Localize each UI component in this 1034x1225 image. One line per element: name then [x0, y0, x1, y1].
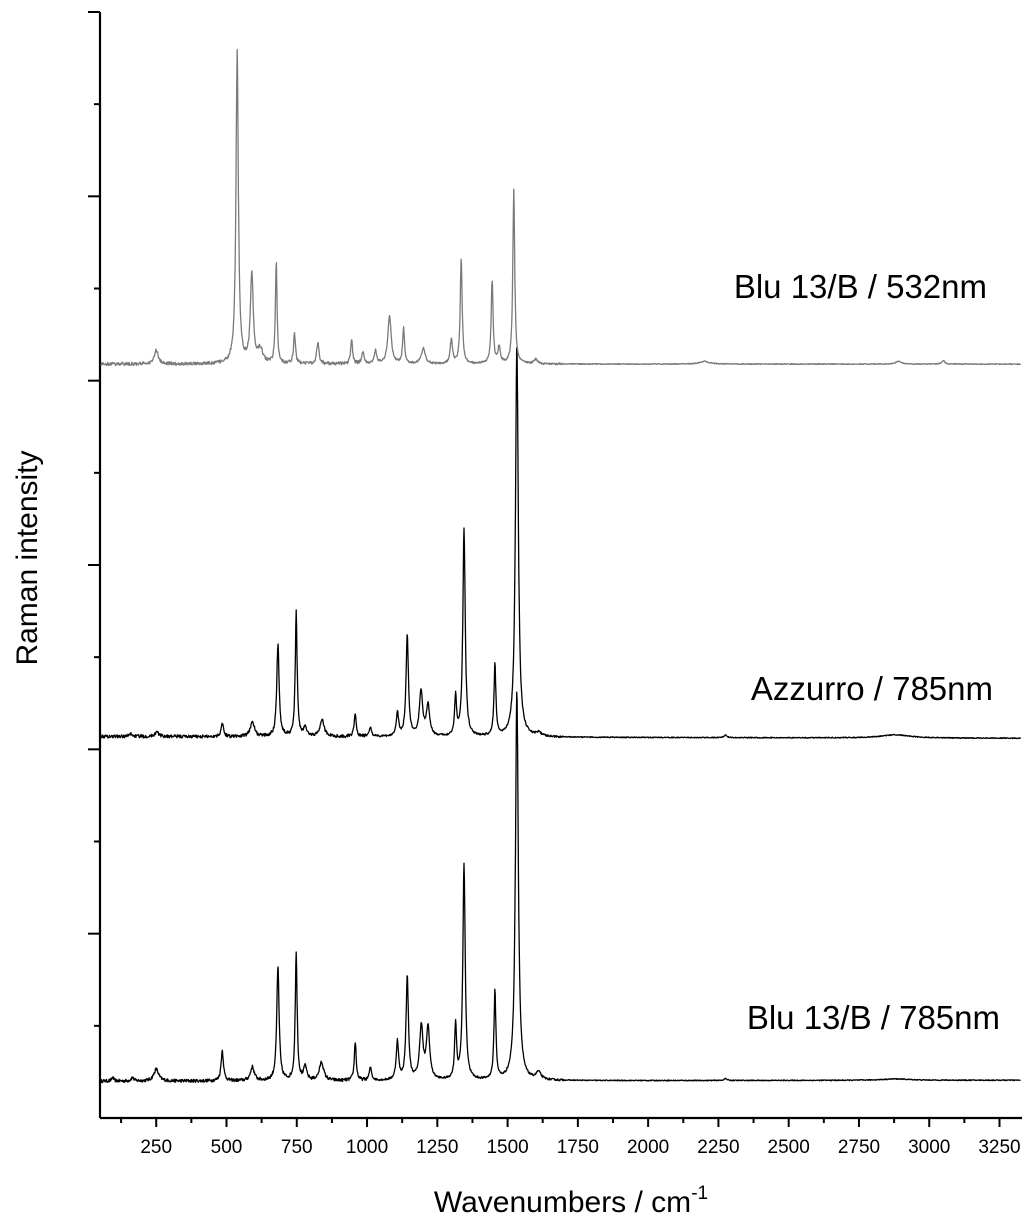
y-axis-title: Raman intensity	[11, 450, 44, 665]
x-tick-label: 3000	[908, 1137, 950, 1158]
x-tick-label: 750	[281, 1137, 313, 1158]
series-label: Blu 13/B / 532nm	[734, 268, 987, 305]
x-tick-label: 1250	[416, 1137, 458, 1158]
x-axis-title: Wavenumbers / cm-1	[434, 1183, 708, 1219]
x-tick-label: 1750	[557, 1137, 599, 1158]
spectra	[99, 48, 1022, 1084]
x-tick-label: 250	[140, 1137, 172, 1158]
series-label: Azzurro / 785nm	[751, 670, 993, 707]
x-tick-label: 2750	[838, 1137, 880, 1158]
x-tick-label: 3250	[978, 1137, 1020, 1158]
spectrum-line	[100, 48, 1022, 367]
x-tick-label: 1500	[486, 1137, 528, 1158]
x-tick-label: 2250	[697, 1137, 739, 1158]
y-axis	[88, 11, 102, 1118]
spectrum-line	[100, 347, 1022, 740]
x-tick-label: 1000	[346, 1137, 388, 1158]
x-tick-label: 2500	[768, 1137, 810, 1158]
x-tick-label: 2000	[627, 1137, 669, 1158]
x-axis: 250 500 750 1000 1250 1500 1750 2000 2250 2500 275…	[100, 1116, 1022, 1158]
spectrum-line	[99, 691, 1021, 1084]
x-tick-label: 500	[211, 1137, 243, 1158]
series-label: Blu 13/B / 785nm	[747, 999, 1000, 1036]
series-labels: Blu 13/B / 785nm Azzurro / 785nm Blu 13/B …	[734, 268, 1000, 1036]
x-axis-title-superscript: -1	[691, 1183, 708, 1204]
